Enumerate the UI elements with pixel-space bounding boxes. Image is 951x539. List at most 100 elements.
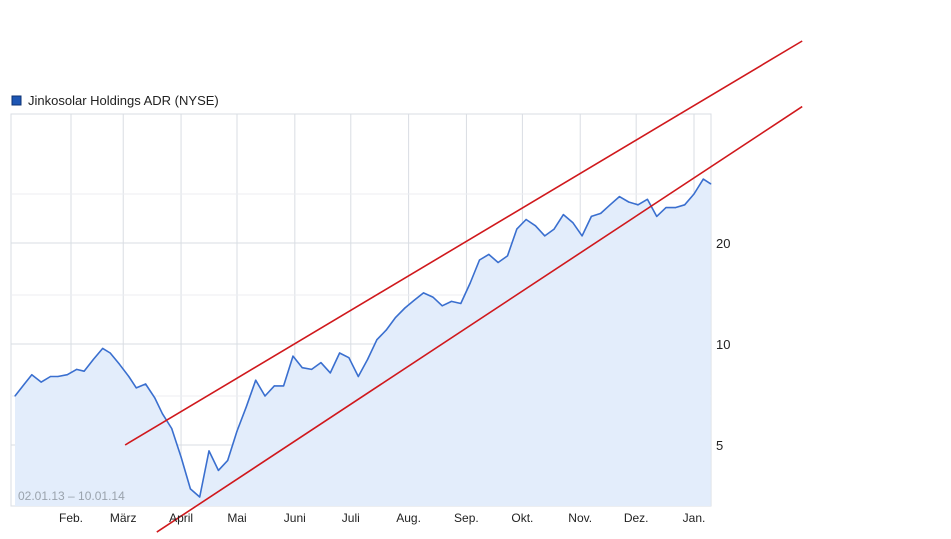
data-point [413,299,415,301]
data-point [618,196,621,198]
data-point [255,379,257,381]
data-point [189,488,191,490]
data-point [684,204,686,206]
data-point [385,329,387,331]
trend-lines [124,40,803,533]
chart-title: Jinkosolar Holdings ADR (NYSE) [28,93,219,108]
data-point [320,362,322,364]
data-point [102,347,104,349]
data-point [376,339,378,341]
data-point [154,397,156,399]
data-point [49,375,52,378]
x-tick-label: April [169,511,193,525]
data-point [572,222,574,224]
data-point [14,395,16,397]
data-point [66,374,68,376]
data-point [646,198,649,200]
data-point [534,225,537,227]
data-point [357,375,359,378]
x-tick-label: Feb. [59,511,83,525]
data-point [348,357,350,359]
data-point [92,358,94,360]
data-point [109,352,111,354]
trend-line-upper [124,40,803,446]
y-tick-label: 5 [716,438,723,453]
x-tick-label: Jan. [683,511,706,525]
data-point [283,385,285,387]
data-point [674,207,676,209]
date-range-label: 02.01.13 – 10.01.14 [18,489,125,503]
data-point [227,459,229,461]
x-axis: Feb. März April Mai Juni Juli Aug. Sep. Okt. Nov.… [59,511,705,525]
trend-line-lower [156,105,803,533]
data-point [367,358,369,360]
data-point [128,375,130,378]
data-point [40,381,42,383]
data-point [23,383,25,385]
series-area [15,179,711,506]
data-point [544,235,546,237]
data-point [628,201,630,203]
legend-swatch [11,95,22,106]
x-tick-label: Okt. [511,511,533,525]
data-point [506,255,509,257]
data-point [245,406,247,408]
x-tick-label: Mai [227,511,246,525]
data-point [441,305,443,307]
data-point [180,456,182,458]
legend: Jinkosolar Holdings ADR (NYSE) [11,93,219,108]
data-point [516,228,518,230]
data-point [609,204,611,206]
data-point [273,385,275,387]
y-axis: 5 10 20 [716,236,730,453]
data-point [301,367,303,369]
data-point [329,372,331,374]
data-point [637,204,639,206]
data-point [478,259,481,261]
data-point [702,178,704,180]
data-point [264,395,266,397]
data-point [339,352,341,354]
data-point [590,215,593,217]
data-point [236,430,238,432]
data-point [311,368,313,370]
data-point [161,413,163,415]
data-point [600,212,602,214]
data-point [488,253,490,255]
x-tick-label: Juni [284,511,306,525]
x-tick-label: Juli [342,511,360,525]
data-point [469,282,471,284]
x-tick-label: März [110,511,137,525]
data-point [665,207,667,209]
x-tick-label: Sep. [454,511,479,525]
data-point [553,228,555,230]
data-point [395,316,397,318]
data-point [525,218,527,221]
data-point [57,375,59,378]
data-point [497,261,499,264]
data-point [217,469,219,471]
data-point [292,355,294,357]
data-point [693,193,695,195]
area-layer [15,179,711,506]
data-point [199,496,201,498]
data-point [76,368,78,370]
data-point [656,215,658,217]
data-point [31,374,33,376]
y-tick-label: 20 [716,236,730,251]
data-point [135,387,137,389]
data-point [422,292,425,294]
data-point [118,363,121,365]
data-point [145,383,147,385]
data-point [171,427,173,430]
data-point [450,300,453,302]
series-layer [14,178,712,498]
data-point [83,370,85,372]
x-tick-label: Aug. [396,511,421,525]
x-tick-label: Dez. [624,511,649,525]
data-point [562,214,565,216]
data-point [460,302,462,305]
data-point [404,307,406,309]
